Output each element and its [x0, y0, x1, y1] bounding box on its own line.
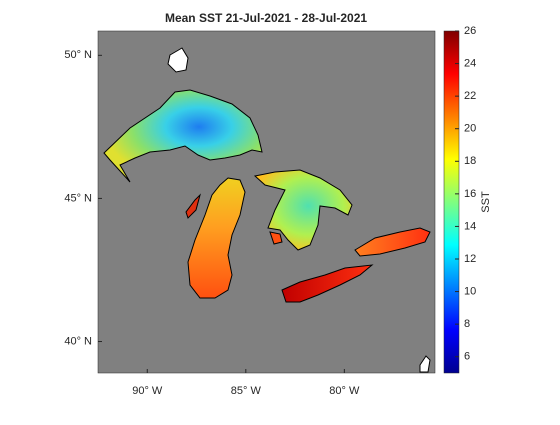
y-tick-label: 50° N: [64, 49, 92, 61]
colorbar-tick-label: 22: [464, 90, 476, 102]
lake-erie: [281, 264, 374, 303]
colorbar-tick-label: 20: [464, 123, 476, 135]
saginaw-bay: [269, 231, 283, 245]
x-tick-label: 85° W: [231, 385, 262, 397]
colorbar-tick-label: 6: [464, 351, 470, 363]
colorbar-tick-label: 8: [464, 318, 470, 330]
land-island: [167, 47, 189, 73]
map-area: [97, 30, 436, 374]
colorbar-tick-label: 16: [464, 188, 476, 200]
x-tick-label: 90° W: [132, 385, 163, 397]
title: Mean SST 21-Jul-2021 - 28-Jul-2021: [165, 11, 367, 25]
lake-huron: [253, 169, 353, 251]
x-tick-label: 80° W: [329, 385, 360, 397]
colorbar-tick-label: 10: [464, 285, 476, 297]
colorbar-tick-label: 24: [464, 57, 476, 69]
land-coast: [419, 355, 431, 373]
green-bay: [185, 193, 201, 219]
lake-michigan: [187, 177, 246, 299]
y-tick-label: 40° N: [64, 335, 92, 347]
y-tick-label: 45° N: [64, 192, 92, 204]
lakes: [103, 47, 431, 373]
colorbar-tick-label: 18: [464, 155, 476, 167]
colorbar-tick-label: 26: [464, 25, 476, 37]
lake-ontario: [354, 227, 431, 257]
colorbar-tick-label: 14: [464, 220, 476, 232]
colorbar: [443, 30, 460, 374]
colorbar-label: SST: [480, 191, 492, 213]
lake-superior: [103, 89, 263, 183]
colorbar-tick-label: 12: [464, 253, 476, 265]
